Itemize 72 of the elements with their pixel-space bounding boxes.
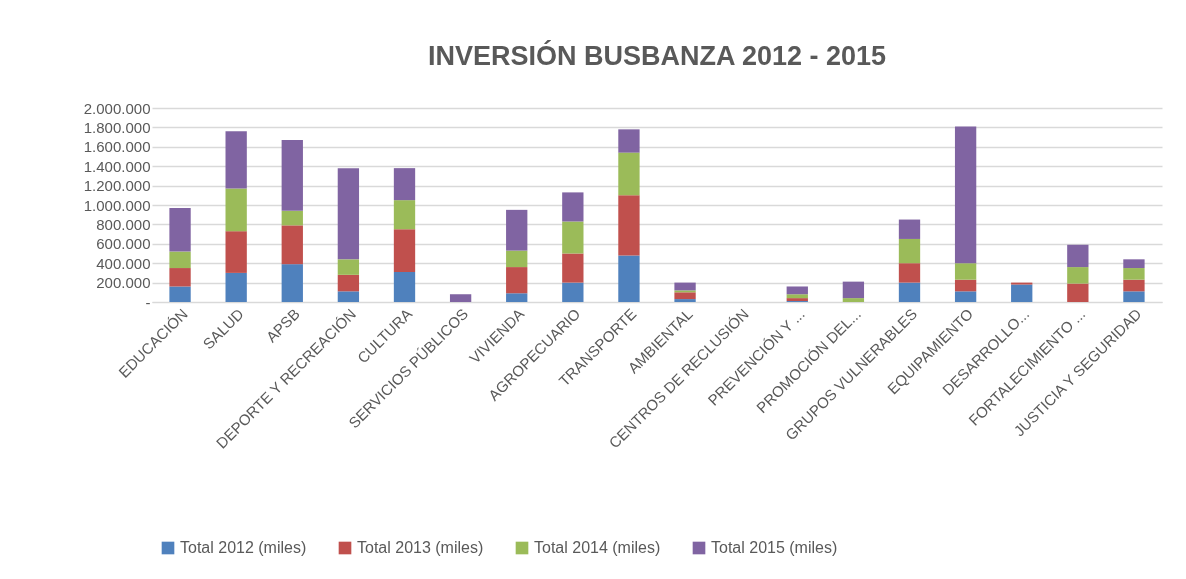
y-tick-label: 400.000 <box>96 254 151 272</box>
bar <box>506 250 528 268</box>
bar <box>674 299 696 302</box>
bar <box>618 152 640 196</box>
y-tick-label: 1.400.000 <box>83 157 151 175</box>
bar <box>281 140 303 211</box>
bar <box>842 298 865 302</box>
bar <box>562 221 584 254</box>
bar <box>393 229 416 272</box>
bar <box>1067 267 1089 284</box>
bar <box>169 286 191 302</box>
bar <box>842 281 865 299</box>
bar <box>1123 291 1145 302</box>
bar <box>337 168 360 260</box>
bar <box>449 294 472 302</box>
bar <box>393 271 416 302</box>
y-tick-label: - <box>145 293 151 311</box>
bar <box>674 282 696 291</box>
bar <box>954 126 977 264</box>
bar <box>786 294 808 299</box>
bar <box>506 209 528 251</box>
y-tick-label: 1.600.000 <box>83 138 151 156</box>
bar <box>786 286 808 295</box>
bar <box>562 282 584 302</box>
bar <box>898 263 921 283</box>
bar <box>393 168 416 201</box>
bar <box>618 129 640 153</box>
bar <box>393 200 416 230</box>
bar <box>954 263 977 280</box>
bar <box>281 264 303 302</box>
bar <box>169 207 191 252</box>
chart-title: INVERSIÓN BUSBANZA 2012 - 2015 <box>427 40 887 71</box>
legend-label: Total 2012 (miles) <box>180 539 307 556</box>
bar <box>337 259 360 275</box>
bar <box>562 192 584 222</box>
bar <box>1123 259 1145 269</box>
bar <box>281 210 303 226</box>
bar <box>169 251 191 269</box>
y-tick-label: 1.200.000 <box>83 177 151 195</box>
y-tick-label: 600.000 <box>96 235 151 253</box>
bar <box>618 255 640 302</box>
bar <box>169 268 191 287</box>
bar <box>506 267 528 294</box>
bar <box>225 272 247 302</box>
bar <box>954 291 977 302</box>
bar <box>281 225 303 265</box>
bar <box>337 291 360 302</box>
bar <box>225 231 247 273</box>
bar <box>898 219 921 239</box>
bar <box>562 253 584 283</box>
y-tick-label: 1.000.000 <box>83 196 151 214</box>
bar <box>337 274 360 292</box>
y-tick-label: 2.000.000 <box>83 99 151 117</box>
bar <box>1123 268 1145 280</box>
bar <box>618 195 640 256</box>
bar <box>674 292 696 300</box>
legend-label: Total 2015 (miles) <box>711 539 838 556</box>
bar <box>898 282 921 302</box>
legend-label: Total 2014 (miles) <box>534 539 661 556</box>
bar <box>225 188 247 232</box>
bar <box>506 293 528 302</box>
legend-label: Total 2013 (miles) <box>357 539 484 556</box>
bar <box>1067 283 1089 302</box>
y-tick-label: 1.800.000 <box>83 118 151 136</box>
bar <box>1123 279 1145 292</box>
bar <box>225 131 247 189</box>
bar <box>898 238 921 264</box>
bar <box>1067 244 1089 268</box>
bar <box>954 279 977 292</box>
y-tick-label: 800.000 <box>96 215 151 233</box>
bar <box>1011 284 1033 302</box>
y-tick-label: 200.000 <box>96 274 151 292</box>
